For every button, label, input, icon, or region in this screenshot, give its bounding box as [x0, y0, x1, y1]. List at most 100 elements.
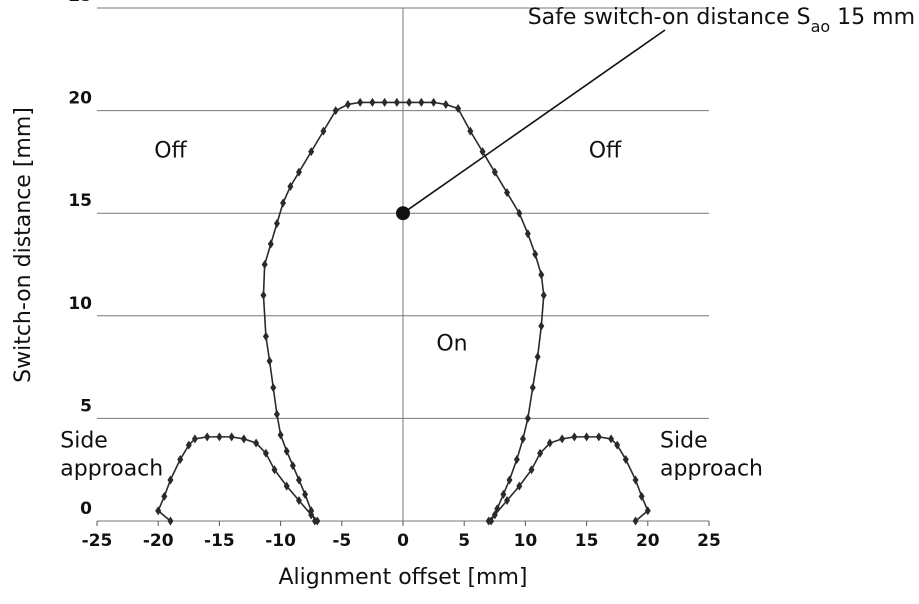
- point-marker: [513, 454, 520, 464]
- point-marker: [161, 491, 168, 501]
- y-tick-label: 0: [80, 499, 92, 519]
- x-tick-label: -10: [265, 531, 296, 551]
- point-marker: [519, 434, 526, 444]
- x-tick-label: 5: [458, 531, 470, 551]
- point-marker: [546, 438, 553, 448]
- y-tick-label: 15: [68, 191, 92, 211]
- annotation: Side: [60, 428, 108, 453]
- point-marker: [295, 167, 302, 177]
- point-marker: [595, 432, 602, 442]
- point-marker: [537, 448, 544, 458]
- x-tick-label: 15: [575, 531, 599, 551]
- point-marker: [540, 290, 547, 300]
- point-marker: [583, 432, 590, 442]
- y-tick-label: 25: [68, 0, 92, 6]
- point-marker: [185, 440, 192, 450]
- point-marker: [467, 126, 474, 136]
- safe-point: [396, 206, 410, 221]
- point-marker: [308, 510, 315, 520]
- point-marker: [280, 198, 287, 208]
- point-marker: [479, 147, 486, 157]
- point-marker: [614, 440, 621, 450]
- annotation: On: [436, 332, 467, 357]
- point-marker: [538, 321, 545, 331]
- point-marker: [529, 383, 536, 393]
- point-marker: [271, 465, 278, 475]
- point-marker: [167, 475, 174, 485]
- point-marker: [266, 356, 273, 366]
- point-marker: [155, 506, 162, 516]
- x-tick-label: -5: [332, 531, 351, 551]
- annotation: approach: [60, 456, 163, 481]
- point-marker: [273, 218, 280, 228]
- point-marker: [262, 331, 269, 341]
- callout-line: [402, 29, 666, 214]
- point-marker: [571, 432, 578, 442]
- point-marker: [644, 506, 651, 516]
- point-marker: [191, 434, 198, 444]
- x-tick-label: 25: [697, 531, 721, 551]
- x-tick-label: -15: [204, 531, 235, 551]
- point-marker: [283, 481, 290, 491]
- annotation: approach: [660, 456, 763, 481]
- curve: [157, 436, 318, 522]
- point-marker: [524, 229, 531, 239]
- point-marker: [559, 434, 566, 444]
- x-tick-label: 0: [397, 531, 409, 551]
- y-tick-label: 5: [80, 396, 92, 416]
- point-marker: [381, 97, 388, 107]
- point-marker: [406, 97, 413, 107]
- point-marker: [455, 104, 462, 114]
- point-marker: [177, 454, 184, 464]
- point-marker: [442, 99, 449, 109]
- y-tick-label: 10: [68, 294, 92, 314]
- point-marker: [344, 99, 351, 109]
- point-marker: [240, 434, 247, 444]
- y-tick-label: 20: [68, 89, 92, 109]
- point-marker: [253, 438, 260, 448]
- x-tick-label: 10: [514, 531, 538, 551]
- point-marker: [320, 126, 327, 136]
- point-marker: [308, 147, 315, 157]
- point-marker: [504, 495, 511, 505]
- point-marker: [638, 491, 645, 501]
- point-marker: [270, 383, 277, 393]
- callout-label-part: ao: [811, 17, 831, 36]
- point-marker: [167, 516, 174, 526]
- point-marker: [277, 430, 284, 440]
- point-marker: [295, 495, 302, 505]
- curve: [488, 436, 649, 522]
- point-marker: [632, 475, 639, 485]
- point-marker: [632, 516, 639, 526]
- point-marker: [622, 454, 629, 464]
- point-marker: [302, 489, 309, 499]
- point-marker: [262, 448, 269, 458]
- point-marker: [267, 239, 274, 249]
- annotation: Side: [660, 428, 708, 453]
- point-marker: [506, 475, 513, 485]
- point-marker: [332, 106, 339, 116]
- x-tick-label: -25: [82, 531, 113, 551]
- annotation: Off: [589, 139, 622, 164]
- point-marker: [295, 475, 302, 485]
- annotation: Off: [154, 139, 187, 164]
- point-marker: [204, 432, 211, 442]
- point-marker: [504, 188, 511, 198]
- point-marker: [516, 208, 523, 218]
- x-tick-label: -20: [143, 531, 174, 551]
- point-marker: [608, 434, 615, 444]
- point-marker: [287, 182, 294, 192]
- point-marker: [491, 510, 498, 520]
- point-marker: [534, 352, 541, 362]
- point-marker: [289, 461, 296, 471]
- curve: [262, 101, 545, 522]
- point-marker: [418, 97, 425, 107]
- point-marker: [273, 409, 280, 419]
- point-marker: [216, 432, 223, 442]
- point-marker: [430, 97, 437, 107]
- point-marker: [283, 446, 290, 456]
- x-tick-label: 20: [636, 531, 660, 551]
- point-marker: [528, 465, 535, 475]
- callout-label-part: Safe switch-on distance S: [528, 5, 811, 30]
